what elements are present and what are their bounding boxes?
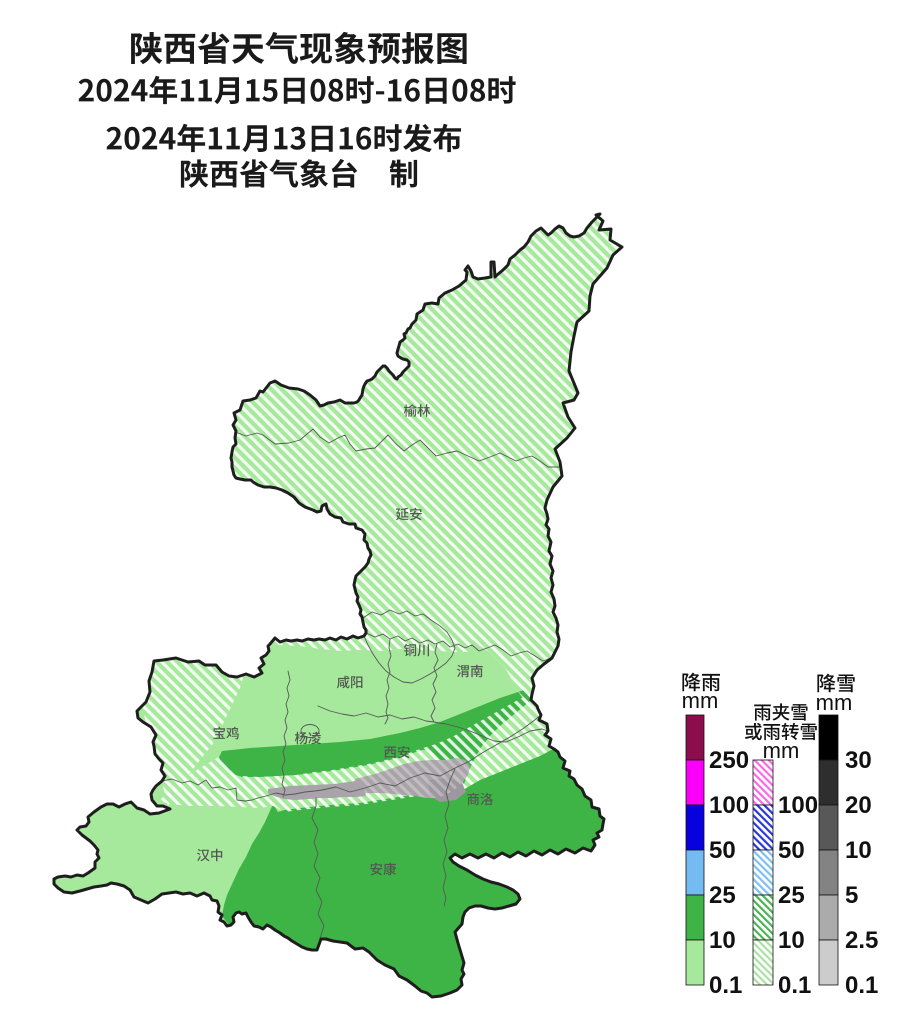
region-label-xianyang bbox=[336, 675, 363, 689]
legend-snow: mm 30 20 10 5 2.5 0.1 bbox=[816, 673, 878, 999]
region-label-weinan bbox=[456, 664, 483, 678]
legend-rain-segment-4 bbox=[685, 894, 705, 941]
legend-snow-tick-3: 5 bbox=[845, 882, 858, 909]
legend-snow-segment-3 bbox=[818, 849, 839, 896]
legend-sleet-title-1 bbox=[754, 703, 808, 721]
legend-sleet-tick-2: 25 bbox=[778, 882, 805, 909]
legend-sleet-unit: mm bbox=[763, 738, 800, 763]
legend-rain-segment-0 bbox=[685, 714, 705, 761]
legend-sleet-title-2 bbox=[745, 722, 817, 741]
legend-sleet-segment-2 bbox=[752, 849, 774, 896]
legend-rain-tick-4: 10 bbox=[709, 927, 736, 954]
legend-snow-tick-0: 30 bbox=[845, 747, 872, 774]
legend-snow-segment-4 bbox=[818, 894, 839, 941]
district-boundaries bbox=[161, 428, 562, 947]
legend-rain-tick-2: 50 bbox=[709, 837, 736, 864]
legend-rain-tick-1: 100 bbox=[709, 792, 749, 819]
region-label-xian bbox=[384, 745, 410, 759]
region-label-ankang bbox=[370, 862, 397, 876]
region-label-yanan bbox=[395, 507, 422, 521]
region-label-yulin bbox=[403, 404, 431, 417]
region-label-tongchuan bbox=[403, 643, 429, 657]
province-map bbox=[52, 212, 624, 999]
legend-rain-title bbox=[682, 672, 720, 692]
legend-snow-tick-4: 2.5 bbox=[845, 927, 878, 954]
legend-sleet-segment-1 bbox=[752, 804, 774, 851]
legend-snow-tick-2: 10 bbox=[845, 837, 872, 864]
region-label-yangling bbox=[294, 731, 322, 745]
legend-sleet-segment-0 bbox=[752, 759, 774, 806]
legend-sleet-tick-1: 50 bbox=[778, 837, 805, 864]
legend-rain-segment-1 bbox=[685, 759, 705, 806]
legend-rain-tick-0: 250 bbox=[709, 747, 749, 774]
title-block bbox=[78, 31, 516, 188]
legend-rain: mm 250 100 50 25 10 0.1 bbox=[682, 672, 749, 999]
legend-snow-segment-5 bbox=[818, 939, 839, 986]
legend-sleet: mm 100 50 25 10 0.1 bbox=[745, 703, 818, 999]
title-line-4 bbox=[180, 158, 418, 188]
title-line-1 bbox=[131, 31, 467, 65]
province-border bbox=[52, 212, 624, 999]
legend-snow-tick-5: 0.1 bbox=[845, 972, 878, 999]
legend-snow-unit: mm bbox=[816, 690, 853, 715]
region-label-shangluo bbox=[467, 792, 494, 806]
legend-snow-segment-1 bbox=[818, 759, 839, 806]
legend-snow-title bbox=[817, 673, 855, 693]
legend-snow-segment-0 bbox=[818, 714, 839, 761]
region-label-baoji bbox=[213, 726, 239, 740]
legend-rain-tick-3: 25 bbox=[709, 882, 736, 909]
legend-sleet-segment-4 bbox=[752, 939, 774, 986]
legend-sleet-tick-0: 100 bbox=[778, 792, 818, 819]
legend-rain-segment-5 bbox=[685, 939, 705, 986]
legend-sleet-tick-3: 10 bbox=[778, 927, 805, 954]
yangling-district-outline bbox=[300, 724, 320, 738]
legend-snow-tick-1: 20 bbox=[845, 792, 872, 819]
legend-rain-tick-5: 0.1 bbox=[709, 972, 742, 999]
title-line-2 bbox=[78, 75, 516, 105]
legend-snow-segment-2 bbox=[818, 804, 839, 851]
title-line-3 bbox=[106, 123, 461, 153]
legend-rain-segment-2 bbox=[685, 804, 705, 851]
legend-sleet-tick-4: 0.1 bbox=[778, 972, 811, 999]
legend-rain-unit: mm bbox=[682, 688, 719, 713]
region-label-hanzhong bbox=[197, 848, 223, 862]
region-labels bbox=[197, 404, 494, 876]
legend-sleet-segment-3 bbox=[752, 894, 774, 941]
legend-rain-segment-3 bbox=[685, 849, 705, 896]
